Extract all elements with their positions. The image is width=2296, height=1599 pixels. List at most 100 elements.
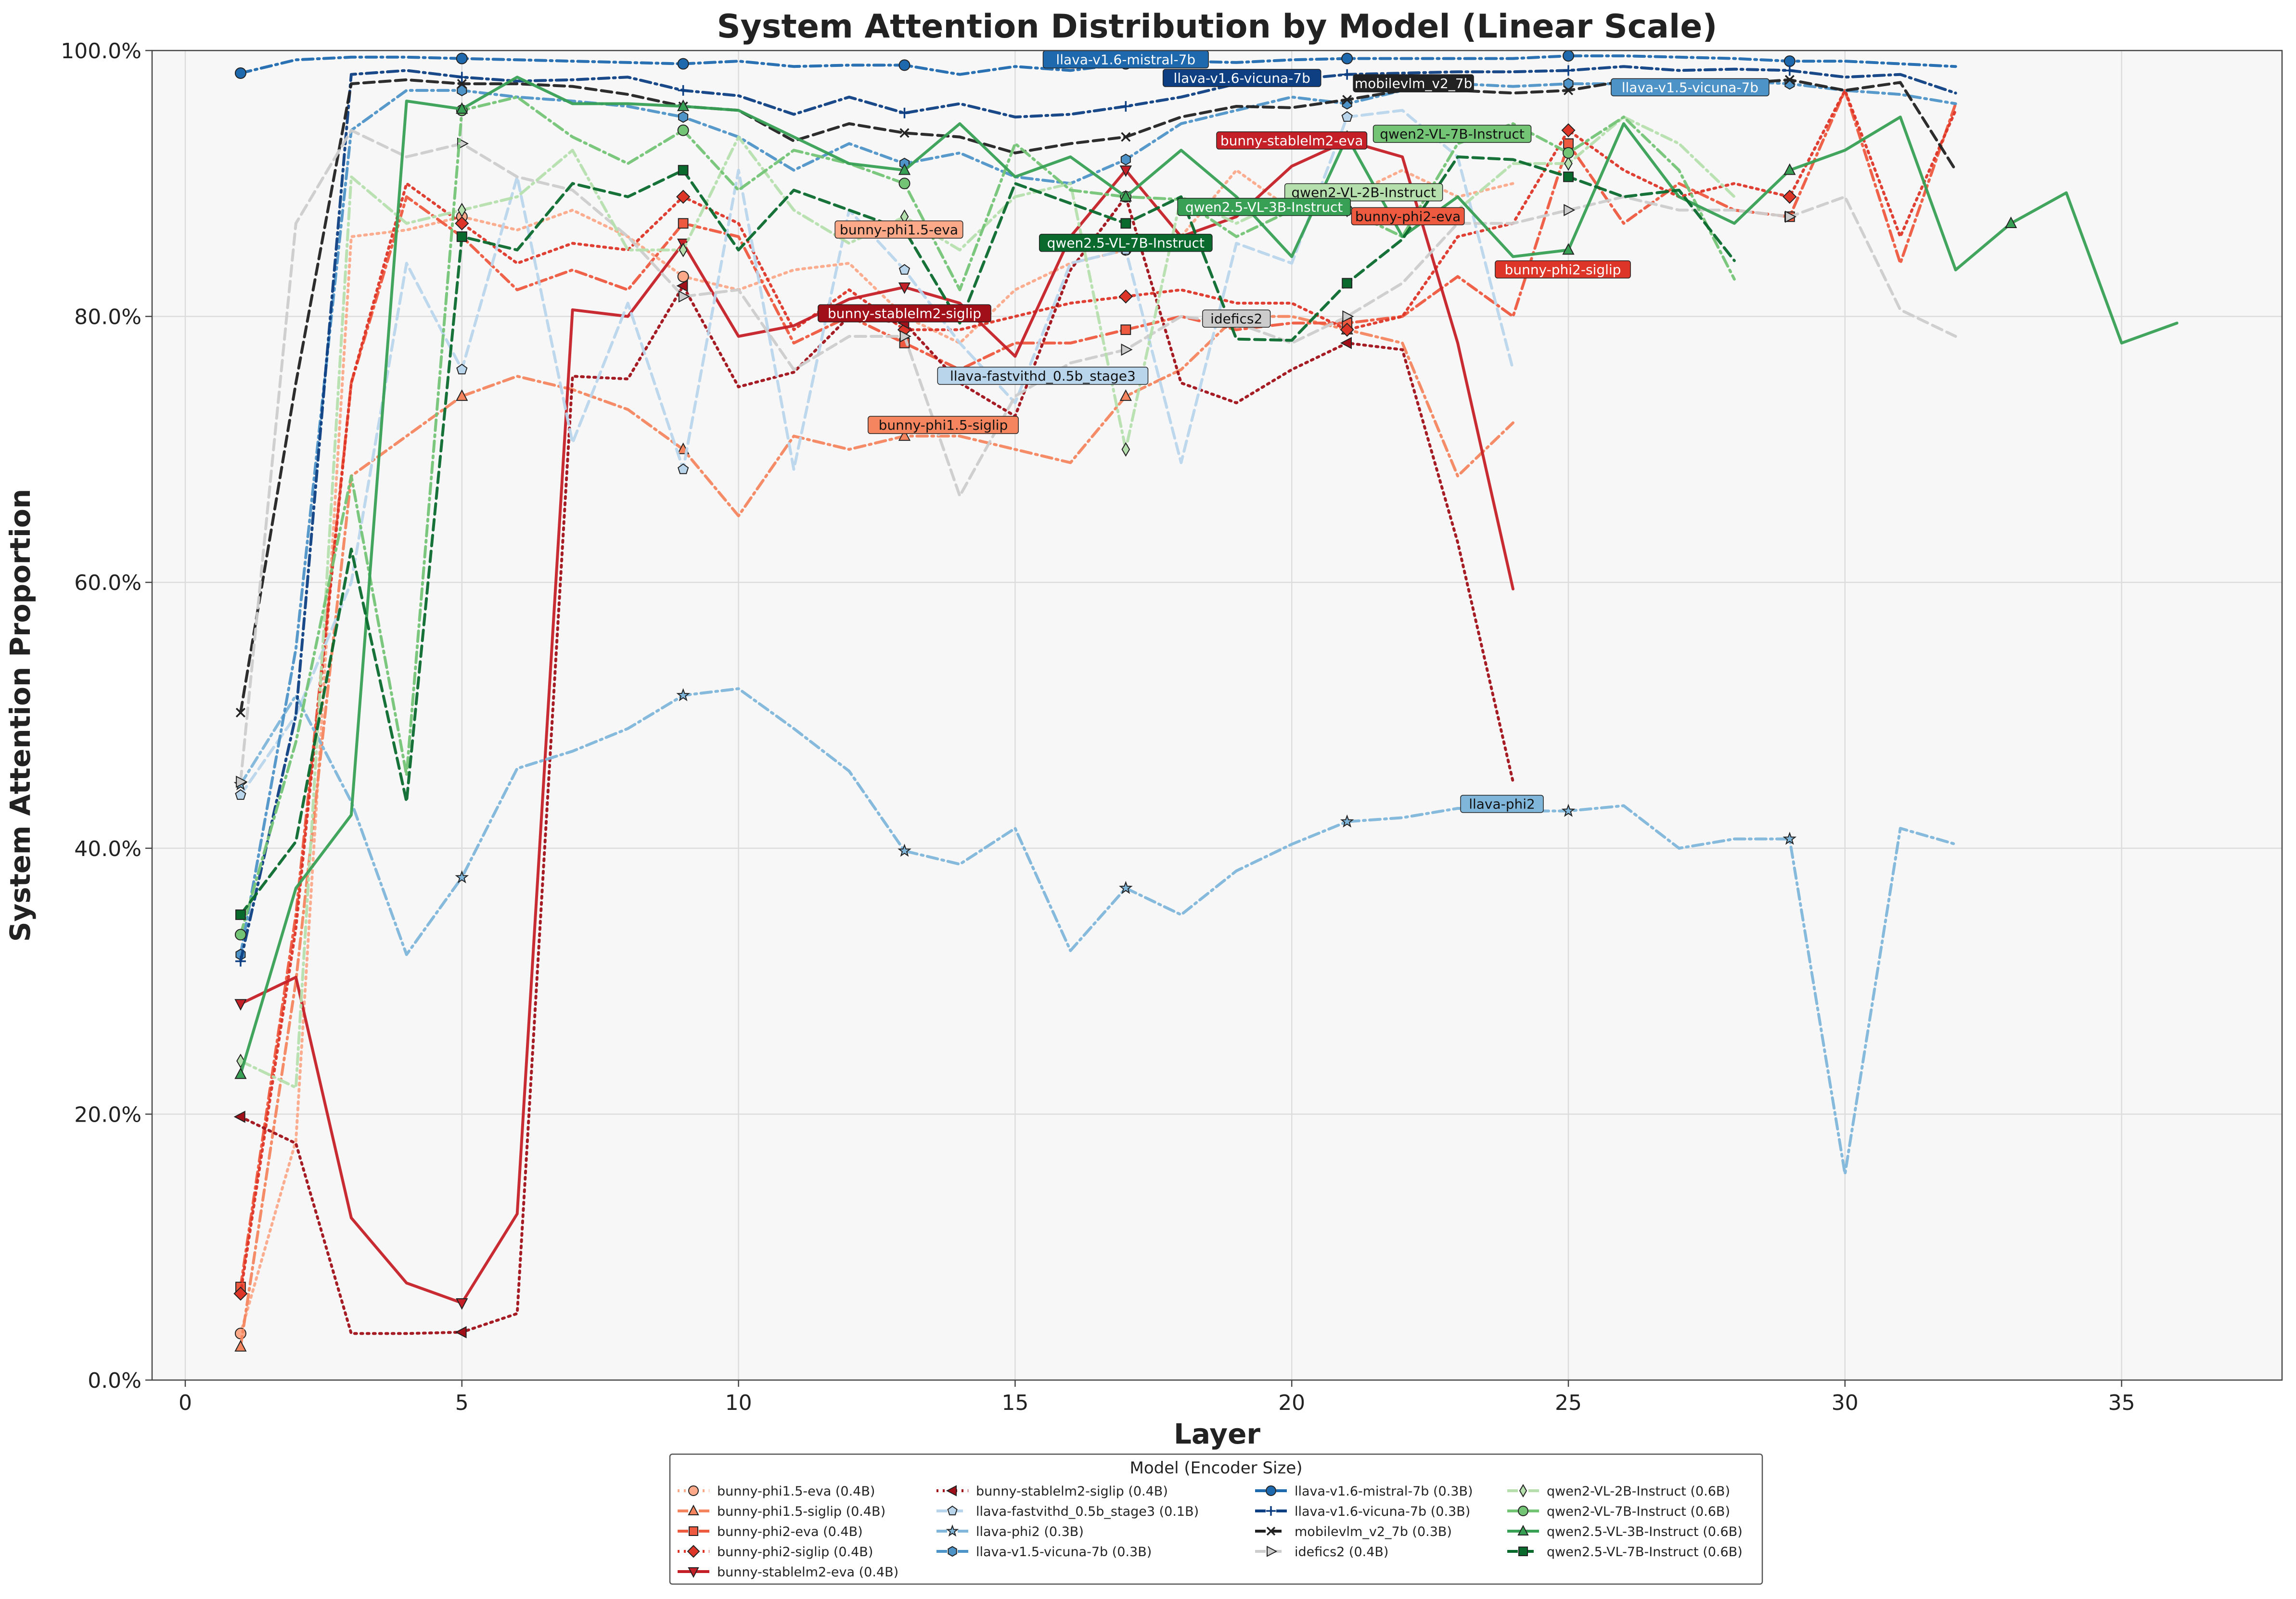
annotation-label: llava-phi2 — [1469, 796, 1535, 812]
data-point — [1563, 171, 1574, 182]
annotation-label: mobilevlm_v2_7b — [1355, 76, 1473, 91]
data-point — [1119, 389, 1132, 401]
x-axis-label: Layer — [1174, 1418, 1260, 1450]
data-point — [1119, 190, 1132, 202]
data-point — [457, 84, 467, 97]
data-point — [1561, 123, 1576, 138]
series-line — [239, 315, 1514, 1348]
legend-label: llava-v1.6-mistral-7b (0.3B) — [1295, 1484, 1473, 1499]
annotation-bunny-phi1.5-eva: bunny-phi1.5-eva — [834, 220, 963, 239]
legend-marker — [948, 1546, 957, 1557]
annotation-qwen2.5-VL-7B-Instruct: qwen2.5-VL-7B-Instruct — [1039, 233, 1213, 252]
annotation-label: bunny-phi1.5-siglip — [879, 417, 1008, 433]
plot-area — [152, 51, 2282, 1380]
annotation-box — [1460, 794, 1544, 813]
legend-label: mobilevlm_v2_7b (0.3B) — [1295, 1524, 1452, 1539]
data-point — [1783, 831, 1797, 845]
legend-label: llava-phi2 (0.3B) — [976, 1524, 1084, 1539]
series-line — [239, 65, 1957, 963]
data-point — [1783, 190, 1797, 204]
annotation-label: llava-v1.6-vicuna-7b — [1174, 70, 1310, 86]
legend-title: Model (Encoder Size) — [1129, 1458, 1302, 1478]
data-point — [676, 688, 690, 702]
data-point — [235, 707, 245, 718]
series-line — [239, 89, 1957, 1289]
legend-marker — [1266, 1506, 1276, 1516]
annotation-box — [1351, 207, 1465, 226]
data-point — [677, 58, 689, 70]
y-tick-label: 100.0% — [61, 39, 141, 64]
y-tick-label: 20.0% — [74, 1102, 141, 1127]
legend-marker — [688, 1567, 699, 1578]
data-point — [236, 775, 248, 788]
plot-frame — [151, 50, 2283, 1381]
annotation-llava-phi2: llava-phi2 — [1460, 794, 1544, 813]
series-line — [239, 139, 1514, 1305]
legend-item: mobilevlm_v2_7b (0.3B) — [1255, 1524, 1452, 1539]
data-point — [235, 956, 246, 967]
data-point — [677, 270, 689, 282]
data-point — [1120, 154, 1131, 166]
data-point — [898, 178, 911, 190]
data-point — [1783, 163, 1796, 175]
annotation-bunny-phi2-siglip: bunny-phi2-siglip — [1495, 260, 1631, 279]
x-tick-label: 25 — [1555, 1391, 1582, 1415]
legend-label: bunny-stablelm2-siglip (0.4B) — [976, 1484, 1168, 1499]
data-point — [1120, 101, 1131, 112]
y-axis-label: System Attention Proportion — [4, 489, 37, 942]
legend-marker — [946, 1524, 959, 1537]
annotation-label: bunny-stablelm2-siglip — [828, 306, 981, 321]
data-point — [899, 107, 910, 118]
series-line — [239, 687, 1957, 1176]
legend-label: bunny-phi1.5-siglip (0.4B) — [717, 1504, 885, 1519]
y-tick-label: 40.0% — [74, 837, 141, 861]
data-point — [1785, 210, 1797, 223]
data-point — [1119, 165, 1132, 177]
series-line — [239, 76, 2179, 1076]
annotation-llava-v1.5-vicuna-7b: llava-v1.5-vicuna-7b — [1611, 78, 1770, 97]
legend-label: qwen2.5-VL-3B-Instruct (0.6B) — [1547, 1524, 1743, 1539]
data-point — [456, 363, 468, 375]
data-point — [679, 243, 688, 257]
annotation-bunny-phi1.5-siglip: bunny-phi1.5-siglip — [867, 416, 1019, 434]
data-point — [1121, 442, 1130, 457]
data-point — [1784, 65, 1795, 76]
annotation-label: qwen2-VL-7B-Instruct — [1380, 126, 1525, 142]
legend-marker — [946, 1485, 957, 1497]
x-tick-label: 30 — [1832, 1391, 1859, 1415]
data-point — [455, 870, 469, 883]
legend-label: llava-v1.5-vicuna-7b (0.3B) — [976, 1545, 1152, 1560]
data-point — [678, 85, 689, 96]
axis-ticks: 0 5 10 15 20 25 30 35 0.0% 20.0% 40.0% 60.0% 80.0% 10… — [61, 39, 2135, 1415]
data-point — [234, 929, 246, 941]
data-point — [1563, 85, 1574, 95]
annotation-label: bunny-phi2-siglip — [1505, 262, 1621, 278]
annotation-label: bunny-phi2-eva — [1355, 208, 1461, 224]
annotation-label: bunny-stablelm2-eva — [1220, 133, 1363, 149]
annotation-label: qwen2.5-VL-3B-Instruct — [1185, 199, 1343, 215]
x-tick-label: 5 — [455, 1391, 469, 1415]
data-point — [678, 165, 689, 176]
annotation-bunny-stablelm2-eva: bunny-stablelm2-eva — [1216, 131, 1368, 150]
chart-title: System Attention Distribution by Model (… — [717, 8, 1718, 46]
series-bunny-phi2-siglip — [233, 89, 1957, 1301]
legend-item: bunny-phi1.5-eva (0.4B) — [678, 1484, 875, 1499]
data-point — [456, 102, 468, 114]
legend-item: llava-v1.5-vicuna-7b (0.3B) — [936, 1545, 1152, 1560]
legend-label: bunny-phi1.5-eva (0.4B) — [717, 1484, 875, 1499]
annotation-box — [1039, 233, 1213, 252]
annotation-label: bunny-phi1.5-eva — [840, 222, 958, 238]
data-point — [898, 282, 911, 294]
data-point — [234, 1067, 247, 1079]
legend-item: bunny-phi1.5-siglip (0.4B) — [678, 1504, 885, 1519]
annotation-box — [1372, 125, 1532, 143]
legend-marker — [688, 1485, 699, 1496]
x-tick-label: 20 — [1278, 1391, 1305, 1415]
legend-label: qwen2-VL-7B-Instruct (0.6B) — [1547, 1504, 1730, 1519]
annotation-box — [1495, 260, 1631, 279]
legend-marker — [688, 1504, 699, 1515]
series-llava-phi2 — [233, 687, 1957, 1176]
data-point — [677, 99, 690, 111]
data-point — [234, 1340, 247, 1352]
data-point — [1121, 344, 1133, 356]
